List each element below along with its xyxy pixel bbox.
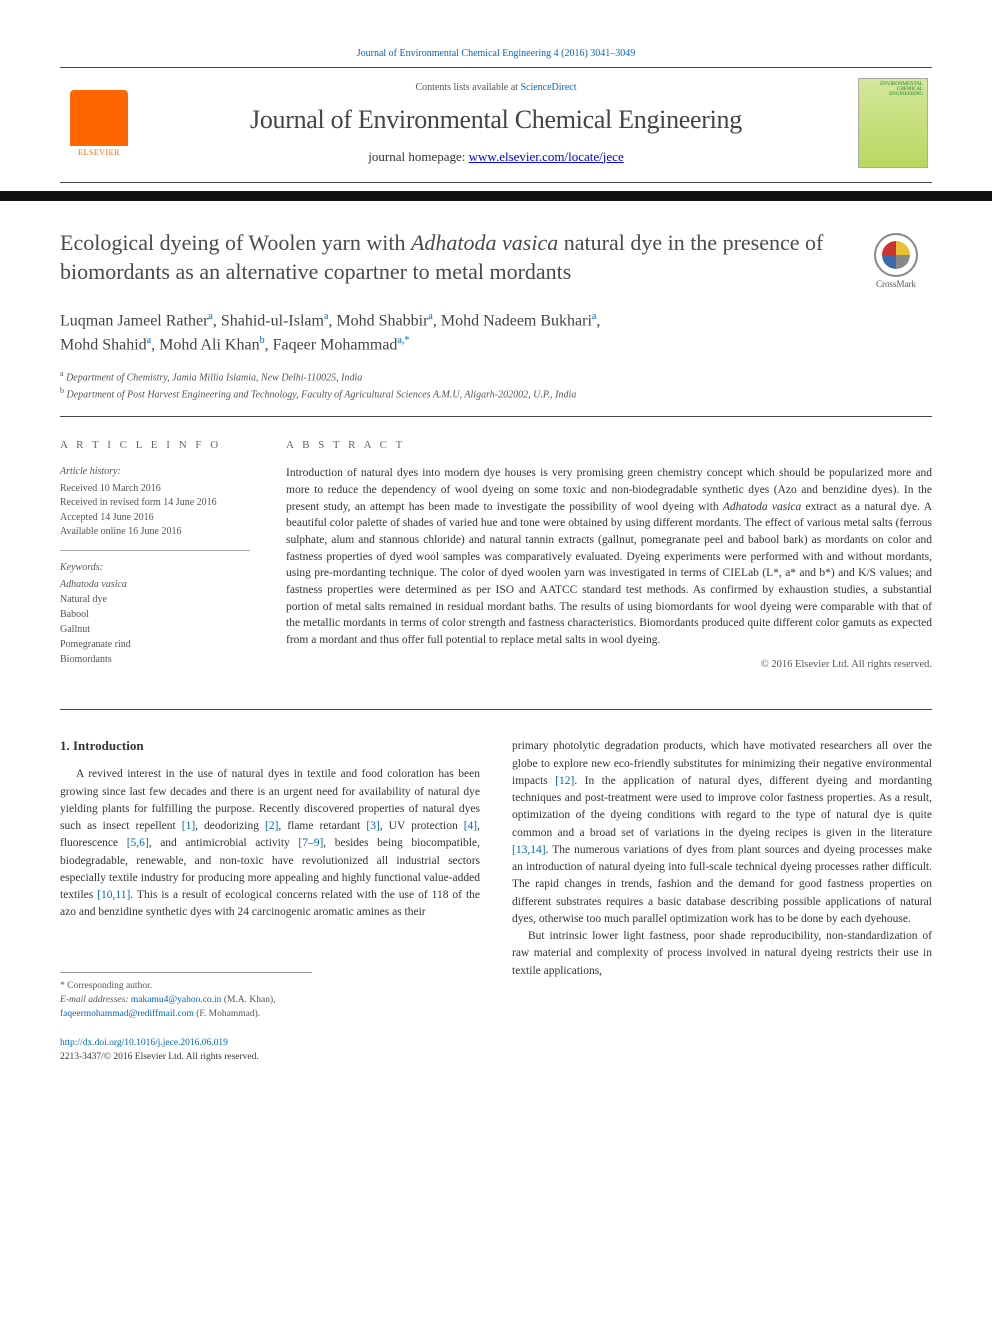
keyword: Babool [60, 609, 89, 620]
journal-header: ELSEVIER Contents lists available at Sci… [60, 67, 932, 183]
history-accepted: Accepted 14 June 2016 [60, 511, 250, 526]
affil-sup: a [592, 311, 596, 322]
crossmark-icon [874, 233, 918, 277]
article-title: Ecological dyeing of Woolen yarn with Ad… [60, 229, 840, 286]
author: Luqman Jameel Rather [60, 312, 208, 329]
crossmark-badge[interactable]: CrossMark [860, 233, 932, 289]
body-left-column: 1. Introduction A revived interest in th… [60, 738, 480, 1064]
journal-name: Journal of Environmental Chemical Engine… [146, 105, 846, 135]
article-info-sidebar: A R T I C L E I N F O Article history: R… [60, 439, 250, 687]
elsevier-tree-icon [70, 90, 128, 146]
journal-cover-thumbnail: ENVIRONMENTAL CHEMICAL ENGINEERING [858, 78, 928, 168]
elsevier-label: ELSEVIER [78, 148, 120, 157]
history-revised: Received in revised form 14 June 2016 [60, 496, 250, 511]
email-link[interactable]: faqeermohammad@rediffmail.com [60, 1009, 194, 1019]
abstract-copyright: © 2016 Elsevier Ltd. All rights reserved… [286, 659, 932, 670]
header-divider-bar [0, 191, 992, 201]
keyword: Natural dye [60, 594, 107, 605]
journal-cover-title: ENVIRONMENTAL CHEMICAL ENGINEERING [861, 81, 925, 97]
footnotes: * Corresponding author. E-mail addresses… [60, 972, 312, 1022]
contents-text: Contents lists available at [415, 82, 520, 93]
email-name: (F. Mohammad). [194, 1009, 260, 1019]
affil-sup: a [208, 311, 212, 322]
body-paragraph: primary photolytic degradation products,… [512, 738, 932, 928]
affiliation-b: Department of Post Harvest Engineering a… [67, 389, 577, 400]
author: Faqeer Mohammad [273, 337, 398, 354]
keyword: Adhatoda vasica [60, 579, 127, 590]
author-list: Luqman Jameel Rathera, Shahid-ul-Islama,… [60, 309, 932, 358]
corresponding-note: * Corresponding author. [60, 979, 312, 993]
header-citation: Journal of Environmental Chemical Engine… [60, 48, 932, 59]
email-name: (M.A. Khan), [221, 995, 275, 1005]
body-paragraph: A revived interest in the use of natural… [60, 766, 480, 921]
history-label: Article history: [60, 465, 250, 480]
homepage-label: journal homepage: [368, 149, 468, 164]
author: Mohd Shabbir [336, 312, 428, 329]
keywords-label: Keywords: [60, 561, 250, 576]
author: Mohd Shahid [60, 337, 147, 354]
corresponding-sup: * [404, 335, 409, 346]
abstract-column: A B S T R A C T Introduction of natural … [286, 439, 932, 687]
email-link[interactable]: makamu4@yahoo.co.in [131, 995, 222, 1005]
body-right-column: primary photolytic degradation products,… [512, 738, 932, 1064]
author: Mohd Nadeem Bukhari [441, 312, 592, 329]
homepage-link[interactable]: www.elsevier.com/locate/jece [469, 149, 624, 164]
intro-heading: 1. Introduction [60, 738, 480, 754]
abstract-heading: A B S T R A C T [286, 439, 932, 451]
email-label: E-mail addresses: [60, 995, 131, 1005]
affil-sup: a [147, 335, 151, 346]
footer-info: http://dx.doi.org/10.1016/j.jece.2016.06… [60, 1037, 480, 1064]
crossmark-label: CrossMark [876, 279, 916, 289]
journal-homepage: journal homepage: www.elsevier.com/locat… [146, 149, 846, 165]
abstract-text: Introduction of natural dyes into modern… [286, 465, 932, 648]
history-online: Available online 16 June 2016 [60, 525, 250, 540]
elsevier-logo: ELSEVIER [64, 84, 134, 162]
history-received: Received 10 March 2016 [60, 482, 250, 497]
keywords-list: Adhatoda vasica Natural dye Babool Galln… [60, 577, 250, 667]
sciencedirect-link[interactable]: ScienceDirect [520, 82, 576, 93]
author: Shahid-ul-Islam [221, 312, 324, 329]
affil-sup: a [428, 311, 432, 322]
keyword: Biomordants [60, 654, 112, 665]
affiliation-a: Department of Chemistry, Jamia Millia Is… [66, 372, 362, 383]
body-paragraph: But intrinsic lower light fastness, poor… [512, 928, 932, 980]
issn-copyright: 2213-3437/© 2016 Elsevier Ltd. All right… [60, 1052, 259, 1062]
affil-sup: a [324, 311, 328, 322]
article-info-heading: A R T I C L E I N F O [60, 439, 250, 451]
doi-link[interactable]: http://dx.doi.org/10.1016/j.jece.2016.06… [60, 1038, 228, 1048]
author: Mohd Ali Khan [159, 337, 259, 354]
keyword: Gallnut [60, 624, 90, 635]
contents-line: Contents lists available at ScienceDirec… [146, 82, 846, 93]
affil-sup: b [260, 335, 265, 346]
keyword: Pomegranate rind [60, 639, 131, 650]
affiliations: a Department of Chemistry, Jamia Millia … [60, 368, 932, 418]
